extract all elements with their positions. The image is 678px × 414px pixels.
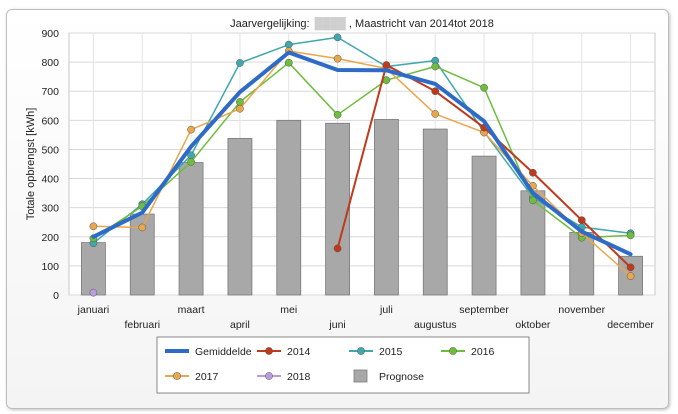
x-tick-label: februari <box>124 319 160 331</box>
x-tick-label: augustus <box>414 319 457 331</box>
point-2014-juni <box>333 244 342 253</box>
legend-item-Gemiddelde: Gemiddelde <box>165 346 252 358</box>
legend-marker-2014 <box>265 347 273 355</box>
y-tick-label: 800 <box>41 57 59 69</box>
point-2017-april <box>236 104 244 113</box>
bar-prognose-oktober <box>520 190 546 296</box>
legend-marker-2018 <box>265 372 273 380</box>
legend-item-Prognose: Prognose <box>353 369 424 383</box>
point-2015-april <box>236 59 244 67</box>
legend-label-2017: 2017 <box>195 371 219 383</box>
bar-prognose-juli <box>374 119 399 296</box>
chart-title: Jaarvergelijking: ████ , Maastricht van … <box>230 16 494 31</box>
x-tick-label: december <box>607 319 654 331</box>
point-2016-september <box>480 83 488 92</box>
y-axis-label: Totale opbrengst [kWh] <box>25 108 37 221</box>
point-2015-juni <box>333 33 342 42</box>
legend-item-2015: 2015 <box>349 346 403 358</box>
bar-prognose-november <box>569 232 595 296</box>
y-tick-label: 400 <box>41 174 59 186</box>
legend-marker-2017 <box>173 372 181 380</box>
x-tick-label: oktober <box>515 319 551 331</box>
point-2016-oktober <box>529 196 537 205</box>
point-2016-april <box>236 98 244 106</box>
legend-label-2015: 2015 <box>379 346 403 358</box>
point-2017-december <box>626 272 635 280</box>
point-2017-februari <box>138 223 147 232</box>
bar-prognose-juni <box>325 122 350 296</box>
series-line-Gemiddelde <box>91 50 633 257</box>
legend-label-Gemiddelde: Gemiddelde <box>195 346 252 358</box>
point-2014-november <box>577 216 586 225</box>
x-tick-label: juni <box>328 319 345 331</box>
plot-area <box>68 32 656 296</box>
point-2017-januari <box>89 222 98 231</box>
legend-label-2014: 2014 <box>287 346 311 358</box>
legend: Gemiddelde 2014 2015 2016 2017 2018 Prognose <box>156 336 530 394</box>
x-tick-label: april <box>230 319 250 331</box>
legend-item-2017: 2017 <box>165 371 219 383</box>
point-2014-juli <box>382 61 391 69</box>
x-tick-label: januari <box>77 304 110 316</box>
point-2014-augustus <box>431 87 440 96</box>
legend-marker-2016 <box>449 347 457 355</box>
series-line-2017 <box>92 50 632 277</box>
legend-label-2018: 2018 <box>287 371 311 383</box>
point-2017-augustus <box>431 110 440 118</box>
legend-item-2018: 2018 <box>257 371 311 383</box>
series-line-2016 <box>92 61 632 239</box>
bar-prognose-april <box>227 137 253 296</box>
x-tick-label: juli <box>379 304 393 316</box>
x-tick-label: mei <box>280 304 297 316</box>
point-2014-oktober <box>529 168 537 177</box>
chart-title-prefix: Jaarvergelijking: <box>230 18 309 30</box>
point-2015-mei <box>284 40 293 49</box>
point-2016-maart <box>187 158 195 166</box>
legend-swatch-Prognose <box>353 369 368 383</box>
bar-prognose-januari <box>81 242 106 296</box>
series-line-2015 <box>92 36 632 244</box>
point-2017-maart <box>187 125 195 134</box>
y-tick-label: 700 <box>41 86 59 98</box>
legend-item-2016: 2016 <box>441 346 495 358</box>
y-tick-label: 600 <box>41 115 59 127</box>
point-2016-juni <box>333 110 342 119</box>
y-tick-label: 300 <box>41 203 59 215</box>
bar-prognose-maart <box>178 162 204 296</box>
bar-prognose-augustus <box>422 128 448 296</box>
chart-title-suffix: , Maastricht van 2014tot 2018 <box>349 18 494 30</box>
y-tick-label: 500 <box>41 144 59 156</box>
legend-item-2014: 2014 <box>257 346 311 358</box>
point-2016-december <box>626 231 635 240</box>
y-tick-label: 900 <box>41 28 59 40</box>
y-tick-label: 100 <box>41 261 59 273</box>
redacted-name-block: ████ <box>315 16 346 31</box>
point-2018-januari <box>89 288 98 297</box>
bar-prognose-mei <box>276 119 302 296</box>
legend-label-Prognose: Prognose <box>379 371 424 383</box>
legend-marker-2015 <box>357 347 365 355</box>
point-2016-augustus <box>431 62 440 71</box>
point-2014-december <box>626 263 635 272</box>
legend-box <box>156 336 530 394</box>
y-tick-label: 200 <box>41 232 59 244</box>
x-tick-label: november <box>558 304 605 316</box>
bar-prognose-september <box>471 155 497 296</box>
x-tick-label: maart <box>178 304 205 316</box>
legend-label-2016: 2016 <box>471 346 495 358</box>
point-2016-mei <box>284 58 293 67</box>
x-tick-label: september <box>459 304 509 316</box>
point-2017-juni <box>333 54 342 63</box>
y-tick-label: 0 <box>53 290 59 302</box>
